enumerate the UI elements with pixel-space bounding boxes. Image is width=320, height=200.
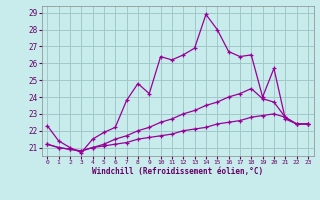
X-axis label: Windchill (Refroidissement éolien,°C): Windchill (Refroidissement éolien,°C) [92, 167, 263, 176]
